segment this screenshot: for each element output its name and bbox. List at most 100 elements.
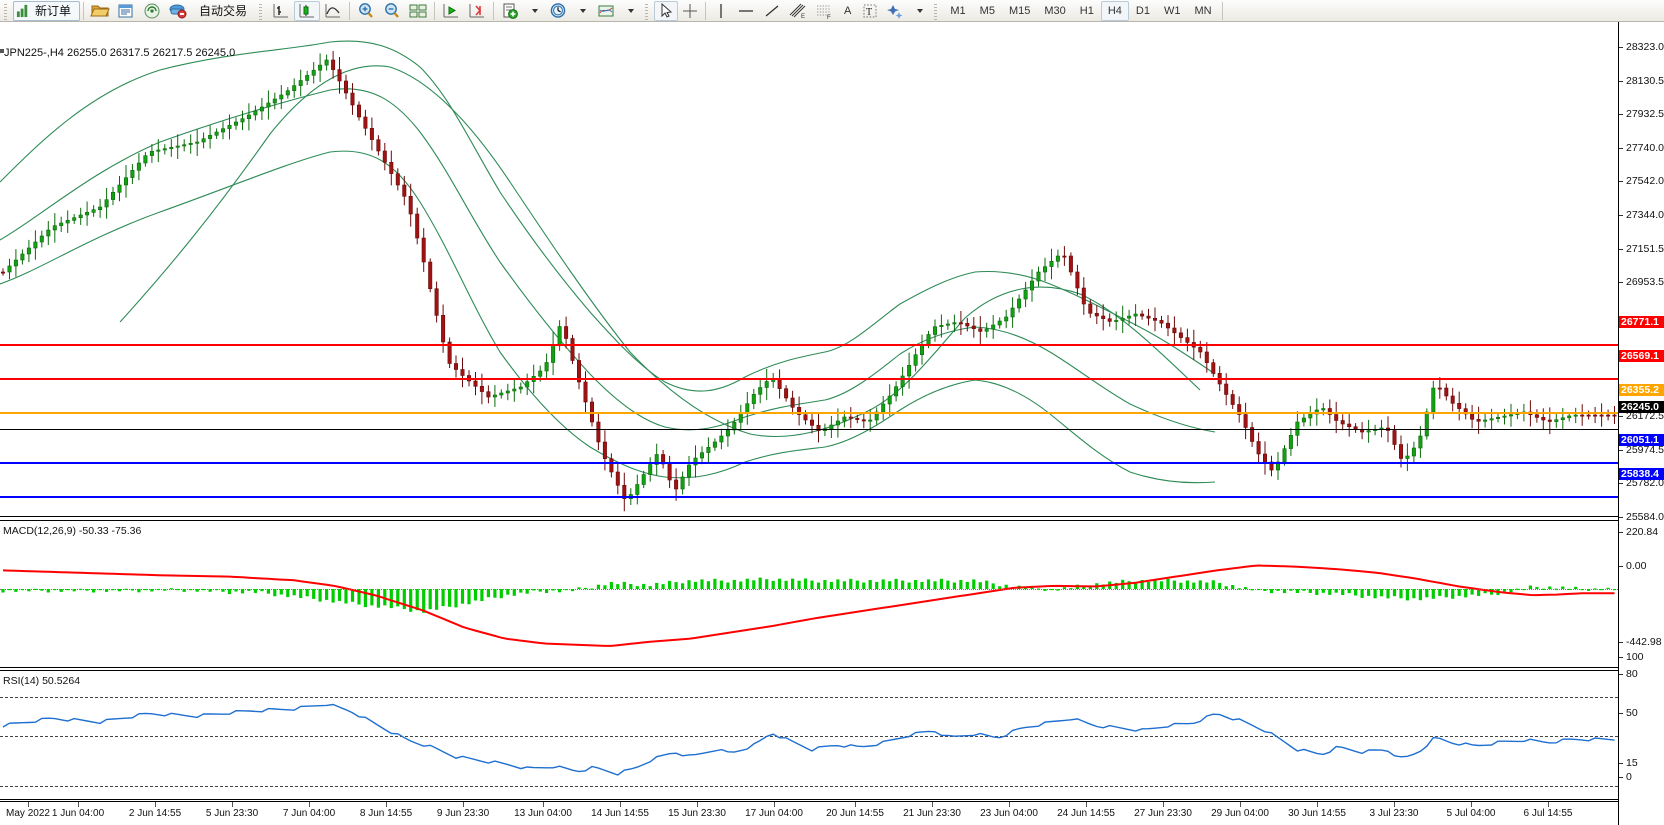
time-axis-tick bbox=[463, 802, 464, 807]
time-axis-label: 29 Jun 04:00 bbox=[1211, 808, 1269, 819]
timeframe-m15[interactable]: M15 bbox=[1008, 4, 1031, 17]
timeframe-m30[interactable]: M30 bbox=[1044, 4, 1066, 17]
time-axis-label: 14 Jun 14:55 bbox=[591, 808, 649, 819]
chart-area[interactable]: JPN225-,H4 26255.0 26317.5 26217.5 26245… bbox=[0, 22, 1664, 825]
candlestick-chart-icon bbox=[299, 3, 315, 17]
toolbar-separator-1 bbox=[83, 1, 85, 20]
objects-dropdown[interactable] bbox=[908, 1, 930, 21]
templates-button[interactable] bbox=[497, 1, 523, 21]
tile-windows-button[interactable] bbox=[405, 1, 431, 21]
text-label-button[interactable]: T bbox=[858, 1, 882, 21]
time-axis-tick bbox=[932, 802, 933, 807]
expert-advisor-button[interactable] bbox=[165, 1, 191, 21]
timeframe-h1[interactable]: H1 bbox=[1079, 4, 1094, 17]
templates-icon bbox=[503, 3, 518, 19]
crosshair-button[interactable] bbox=[678, 1, 702, 21]
equidistant-channel-button[interactable]: E bbox=[785, 1, 811, 21]
price-axis-tick: 25584.0 bbox=[1619, 511, 1664, 523]
timeframe-m5[interactable]: M5 bbox=[979, 4, 995, 17]
price-level-line-26355[interactable] bbox=[0, 412, 1618, 414]
price-pane[interactable] bbox=[0, 22, 1618, 517]
price-level-line-26245[interactable] bbox=[0, 429, 1618, 430]
cursor-icon bbox=[661, 2, 673, 18]
timeframe-d1[interactable]: D1 bbox=[1135, 4, 1150, 17]
price-axis-tick: 26172.5 bbox=[1619, 410, 1664, 422]
toolbar-separator-5 bbox=[705, 1, 707, 20]
macd-pane[interactable]: MACD(12,26,9) -50.33 -75.36 bbox=[0, 520, 1618, 668]
price-level-line-25838[interactable] bbox=[0, 496, 1618, 498]
trendline-button[interactable] bbox=[759, 1, 785, 21]
toolbar-grip-3[interactable] bbox=[644, 1, 652, 20]
price-level-line-26771[interactable] bbox=[0, 344, 1618, 346]
time-axis-label: 23 Jun 04:00 bbox=[980, 808, 1038, 819]
period-dropdown[interactable] bbox=[571, 1, 593, 21]
line-chart-icon bbox=[325, 3, 341, 17]
horizontal-line-button[interactable] bbox=[733, 1, 759, 21]
timeframe-h4[interactable]: H4 bbox=[1100, 0, 1129, 21]
period-icon bbox=[550, 2, 566, 18]
zoom-in-button[interactable] bbox=[353, 1, 379, 21]
line-chart-button[interactable] bbox=[320, 1, 346, 21]
price-level-line-26569[interactable] bbox=[0, 378, 1618, 380]
rsi-level-80 bbox=[0, 697, 1618, 698]
timeframe-m1[interactable]: M1 bbox=[950, 4, 966, 17]
vertical-line-button[interactable] bbox=[709, 1, 733, 21]
price-level-tag[interactable]: 26569.1 bbox=[1619, 350, 1664, 362]
price-level-line-26051[interactable] bbox=[0, 462, 1618, 464]
folder-icon bbox=[90, 5, 110, 16]
zoom-out-button[interactable] bbox=[379, 1, 405, 21]
toolbar-grip-1[interactable] bbox=[3, 1, 10, 20]
folder-button[interactable] bbox=[87, 1, 113, 21]
time-axis-label: 7 Jun 04:00 bbox=[282, 808, 336, 819]
auto-trading-button[interactable]: 自动交易 bbox=[191, 1, 255, 21]
rsi-pane[interactable]: RSI(14) 50.5264 bbox=[0, 670, 1618, 800]
toolbar-separator-2 bbox=[349, 1, 351, 20]
rsi-axis-tick: 80 bbox=[1619, 668, 1638, 680]
time-axis-tick bbox=[855, 802, 856, 807]
price-level-tag[interactable]: 26771.1 bbox=[1619, 316, 1664, 328]
indicators-button[interactable] bbox=[593, 1, 619, 21]
time-axis-tick bbox=[1009, 802, 1010, 807]
toolbar-grip-2[interactable] bbox=[258, 1, 266, 20]
timeframe-mn[interactable]: MN bbox=[1194, 4, 1212, 17]
fibonacci-icon: F bbox=[817, 5, 831, 20]
bar-chart-button[interactable] bbox=[268, 1, 294, 21]
toolbar-grip-4[interactable] bbox=[933, 1, 941, 20]
candlestick-chart-button[interactable] bbox=[294, 0, 321, 21]
new-order-button[interactable]: 新订单 bbox=[13, 0, 81, 21]
signals-button[interactable] bbox=[139, 1, 165, 21]
text-button[interactable]: A bbox=[844, 4, 852, 17]
objects-button[interactable] bbox=[882, 1, 908, 21]
templates-dropdown[interactable] bbox=[523, 1, 545, 21]
signals-icon bbox=[144, 3, 160, 18]
time-axis-tick bbox=[28, 802, 29, 807]
price-axis-tick: 27344.0 bbox=[1619, 209, 1664, 221]
auto-scroll-icon bbox=[469, 3, 485, 17]
zoom-out-icon bbox=[385, 2, 399, 18]
price-level-tag[interactable]: 26245.0 bbox=[1619, 401, 1664, 413]
time-axis[interactable]: May 2022 1 Jun 04:00 2 Jun 14:55 5 Jun 23:3… bbox=[0, 801, 1618, 825]
period-button[interactable] bbox=[545, 1, 571, 21]
news-button[interactable] bbox=[113, 1, 139, 21]
time-axis-tick bbox=[309, 802, 310, 807]
price-level-tag[interactable]: 26051.1 bbox=[1619, 434, 1664, 446]
auto-scroll-button[interactable] bbox=[464, 1, 490, 21]
bar-chart-icon bbox=[273, 3, 289, 17]
chart-symbol-marker bbox=[0, 49, 4, 53]
price-axis-tick: 27542.0 bbox=[1619, 175, 1664, 187]
price-level-tag[interactable]: 25838.4 bbox=[1619, 468, 1664, 480]
chart-shift-button[interactable] bbox=[438, 1, 464, 21]
cursor-button[interactable] bbox=[654, 0, 679, 21]
price-axis[interactable]: 28323.0 28130.5 27932.5 27740.0 27542.0 27344… bbox=[1618, 22, 1664, 825]
svg-text:F: F bbox=[827, 15, 831, 20]
timeframe-w1[interactable]: W1 bbox=[1163, 4, 1181, 17]
price-level-tag[interactable]: 26355.2 bbox=[1619, 384, 1664, 396]
toolbar-separator-3 bbox=[434, 1, 436, 20]
rsi-level-15 bbox=[0, 786, 1618, 787]
price-axis-tick: 27740.0 bbox=[1619, 142, 1664, 154]
auto-trading-label: 自动交易 bbox=[199, 4, 248, 18]
time-axis-tick bbox=[543, 802, 544, 807]
price-axis-tick: 25782.0 bbox=[1619, 477, 1664, 489]
fibonacci-button[interactable]: F bbox=[811, 1, 837, 21]
indicators-dropdown[interactable] bbox=[619, 1, 641, 21]
